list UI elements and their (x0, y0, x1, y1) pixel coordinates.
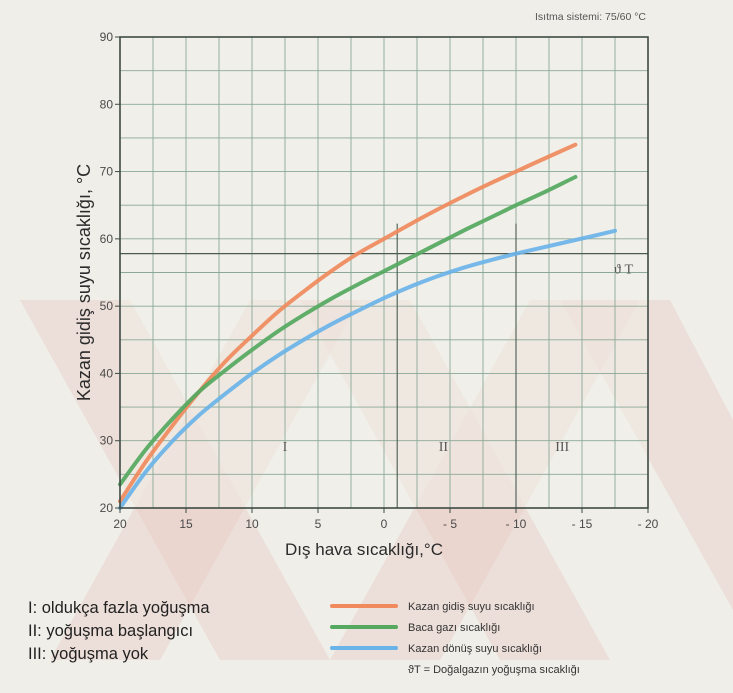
x-tick-label: 10 (245, 517, 259, 531)
x-tick-label: - 15 (572, 517, 593, 531)
y-tick-label: 70 (100, 165, 114, 179)
x-tick-label: - 10 (506, 517, 527, 531)
dew-point-label: ϑ T (614, 263, 633, 278)
legend-label-2: Baca gazı sıcaklığı (408, 622, 500, 634)
region-legend: I: oldukça fazla yoğuşma II: yoğuşma başl… (28, 599, 210, 663)
region-legend-item: II: yoğuşma başlangıcı (28, 622, 193, 640)
series-line-3 (118, 228, 617, 510)
x-tick-label: 20 (113, 517, 127, 531)
region-legend-item: III: yoğuşma yok (28, 645, 149, 663)
region-label: III (555, 440, 569, 455)
y-tick-label: 80 (100, 97, 114, 111)
legend-label-3: Kazan dönüş suyu sıcaklığı (408, 643, 542, 655)
region-label: II (439, 440, 449, 455)
y-tick-label: 30 (100, 434, 114, 448)
y-tick-label: 50 (100, 299, 114, 313)
y-tick-label: 60 (100, 232, 114, 246)
x-tick-label: 5 (315, 517, 322, 531)
legend-dew-point-note: ϑT = Doğalgazın yoğuşma sıcaklığı (408, 664, 580, 676)
y-tick-label: 40 (100, 366, 114, 380)
x-tick-label: 15 (179, 517, 193, 531)
x-axis-title: Dış hava sıcaklığı,°C (285, 540, 443, 559)
x-tick-label: 0 (381, 517, 388, 531)
y-axis-ticks: 20 30 40 50 60 70 80 90 (100, 30, 120, 515)
x-axis-ticks: 20 15 10 5 0 - 5 - 10 - 15 - 20 (113, 508, 659, 531)
y-axis-title: Kazan gidiş suyu sıcaklığı, °C (74, 164, 94, 401)
x-tick-label: - 5 (443, 517, 457, 531)
series-layer (118, 142, 617, 510)
y-tick-label: 20 (100, 501, 114, 515)
x-tick-label: - 20 (638, 517, 659, 531)
y-tick-label: 90 (100, 30, 114, 44)
heating-system-note: Isıtma sistemi: 75/60 °C (535, 11, 646, 23)
legend-label-1: Kazan gidiş suyu sıcaklığı (408, 601, 535, 613)
region-legend-item: I: oldukça fazla yoğuşma (28, 599, 210, 617)
legend: Kazan gidiş suyu sıcaklığı Baca gazı sıca… (330, 601, 580, 676)
region-labels: I II III (283, 440, 570, 455)
region-label: I (283, 440, 288, 455)
series-line-2 (118, 175, 578, 487)
